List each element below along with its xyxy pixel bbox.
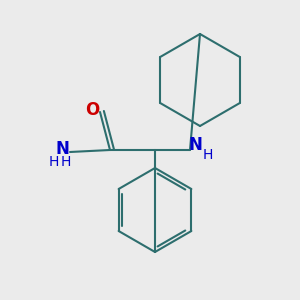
Text: H: H bbox=[49, 155, 59, 169]
Text: O: O bbox=[85, 101, 99, 119]
Text: H: H bbox=[203, 148, 213, 162]
Text: N: N bbox=[188, 136, 202, 154]
Text: N: N bbox=[55, 140, 69, 158]
Text: H: H bbox=[61, 155, 71, 169]
